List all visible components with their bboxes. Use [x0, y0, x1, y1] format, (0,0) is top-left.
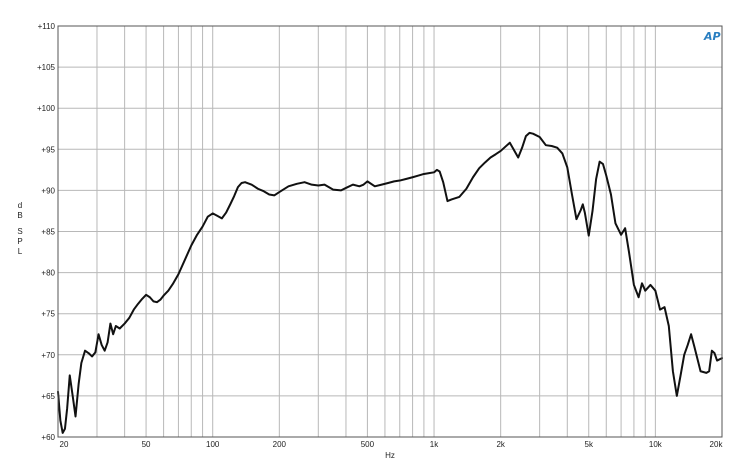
- y-tick-label: +75: [41, 310, 55, 319]
- x-tick-label: 20: [60, 440, 69, 449]
- y-tick-label: +60: [41, 433, 55, 442]
- x-tick-label: 5k: [585, 440, 594, 449]
- y-tick-label: +90: [41, 186, 55, 195]
- y-tick-label: +65: [41, 392, 55, 401]
- y-tick-label: +85: [41, 228, 55, 237]
- y-tick-label: +80: [41, 269, 55, 278]
- y-tick-label: +105: [37, 63, 56, 72]
- plot-frame: [57, 25, 723, 438]
- ap-logo-icon: AP: [703, 30, 721, 43]
- x-tick-label: 500: [361, 440, 375, 449]
- tick-labels: +60 +65 +70 +75 +80 +85 +90 +95 +100 +105 +110 20 50…: [37, 22, 723, 449]
- y-tick-label: +110: [38, 22, 56, 31]
- y-tick-label: +95: [41, 145, 55, 154]
- x-tick-label: 100: [206, 440, 220, 449]
- x-tick-label: 10k: [649, 440, 663, 449]
- x-tick-label: 1k: [430, 440, 439, 449]
- x-axis-label: Hz: [385, 451, 395, 460]
- spl-response-curve: [57, 131, 723, 434]
- y-tick-label: +100: [37, 104, 56, 113]
- x-tick-label: 200: [273, 440, 287, 449]
- x-tick-label: 20k: [710, 440, 724, 449]
- x-tick-label: 50: [142, 440, 151, 449]
- y-tick-label: +70: [41, 351, 55, 360]
- x-tick-label: 2k: [496, 440, 505, 449]
